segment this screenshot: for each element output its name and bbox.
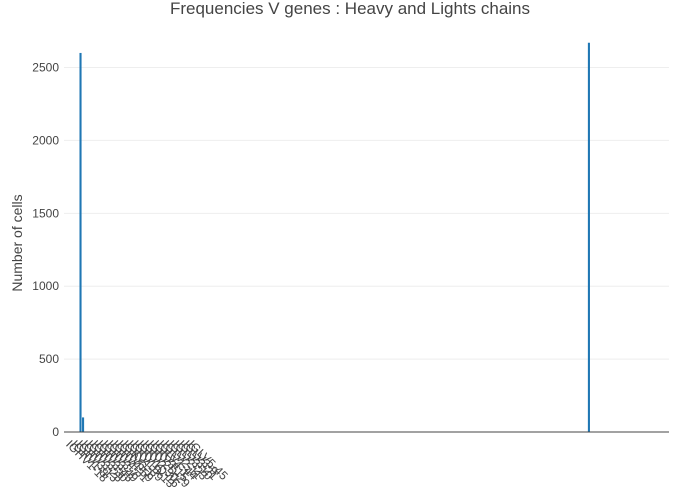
bars — [64, 42, 669, 432]
y-tick-label: 2500 — [32, 61, 59, 75]
y-tick-label: 500 — [39, 352, 59, 366]
y-tick-label: 1000 — [32, 279, 59, 293]
y-tick-label: 1500 — [32, 206, 59, 220]
bar — [82, 417, 85, 432]
axes: 05001000150020002500IGHV1-18IGHV1-8IGHV3… — [9, 61, 669, 491]
chart-title: Frequencies V genes : Heavy and Lights c… — [169, 0, 531, 18]
gridlines — [64, 67, 669, 360]
y-axis-title: Number of cells — [9, 194, 25, 291]
bar — [79, 52, 82, 432]
bar — [587, 42, 590, 432]
y-tick-label: 0 — [52, 425, 59, 439]
y-tick-label: 2000 — [32, 133, 59, 147]
